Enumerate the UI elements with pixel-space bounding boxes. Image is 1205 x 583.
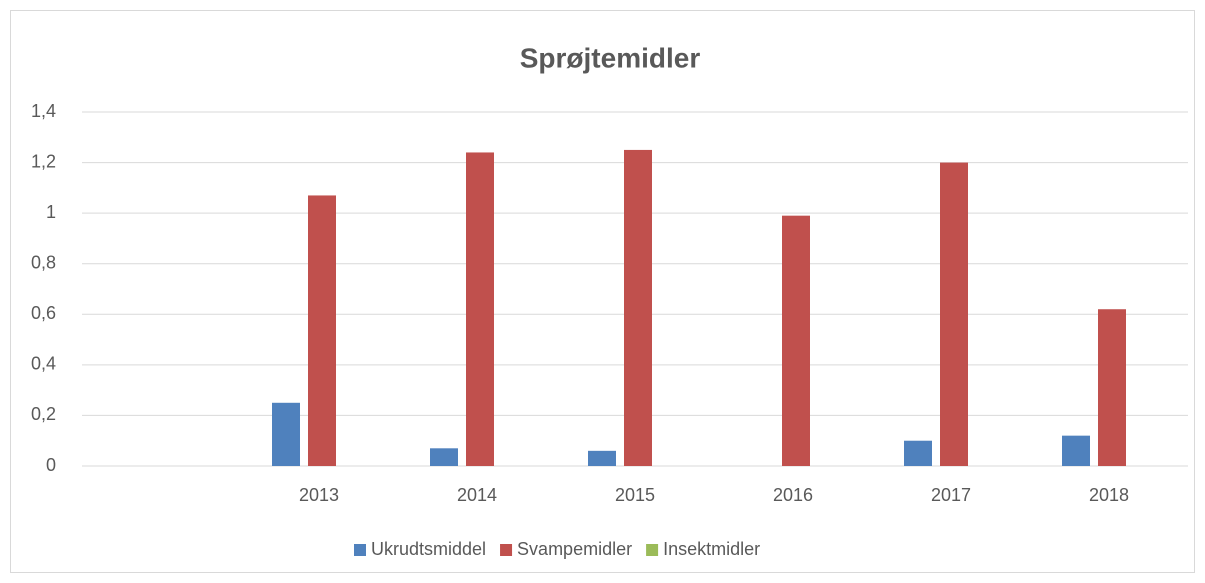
bar <box>904 440 932 466</box>
y-tick-label: 0 <box>46 455 56 475</box>
bar <box>1098 309 1126 466</box>
legend-swatch <box>354 544 366 556</box>
x-tick-label: 2016 <box>773 485 813 505</box>
y-tick-label: 0,2 <box>31 404 56 424</box>
x-tick-label: 2013 <box>299 485 339 505</box>
legend-label: Ukrudtsmiddel <box>371 539 486 559</box>
bar <box>272 402 300 466</box>
legend-label: Insektmidler <box>663 539 760 559</box>
y-tick-label: 1,2 <box>31 151 56 171</box>
y-tick-label: 1 <box>46 202 56 222</box>
legend-label: Svampemidler <box>517 539 632 559</box>
y-tick-label: 0,6 <box>31 303 56 323</box>
legend-swatch <box>646 544 659 556</box>
bar <box>466 152 494 466</box>
x-tick-label: 2017 <box>931 485 971 505</box>
chart-border <box>10 10 1195 573</box>
bar <box>782 215 810 466</box>
y-tick-label: 1,4 <box>31 101 56 121</box>
bar <box>430 448 458 466</box>
y-tick-label: 0,4 <box>31 354 56 374</box>
bar <box>624 149 652 466</box>
bar <box>588 450 616 466</box>
bar <box>1062 435 1090 466</box>
bar <box>308 195 336 466</box>
x-tick-label: 2015 <box>615 485 655 505</box>
bar <box>940 162 968 467</box>
x-tick-label: 2014 <box>457 485 497 505</box>
chart-title: Sprøjtemidler <box>520 42 701 73</box>
legend-swatch <box>500 544 513 556</box>
y-tick-label: 0,8 <box>31 252 56 272</box>
x-tick-label: 2018 <box>1089 485 1129 505</box>
